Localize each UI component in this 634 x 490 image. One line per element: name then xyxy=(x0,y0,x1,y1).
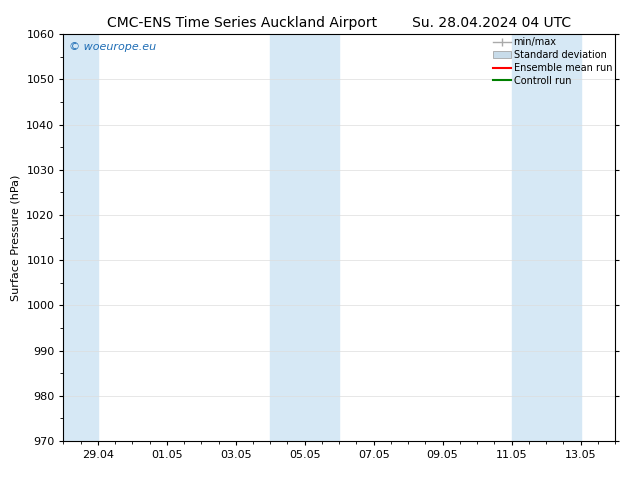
Y-axis label: Surface Pressure (hPa): Surface Pressure (hPa) xyxy=(11,174,21,301)
Bar xyxy=(63,34,98,441)
Title: CMC-ENS Time Series Auckland Airport        Su. 28.04.2024 04 UTC: CMC-ENS Time Series Auckland Airport Su.… xyxy=(107,16,571,30)
Legend: min/max, Standard deviation, Ensemble mean run, Controll run: min/max, Standard deviation, Ensemble me… xyxy=(493,37,612,86)
Text: © woeurope.eu: © woeurope.eu xyxy=(69,43,156,52)
Bar xyxy=(512,34,581,441)
Bar xyxy=(270,34,339,441)
